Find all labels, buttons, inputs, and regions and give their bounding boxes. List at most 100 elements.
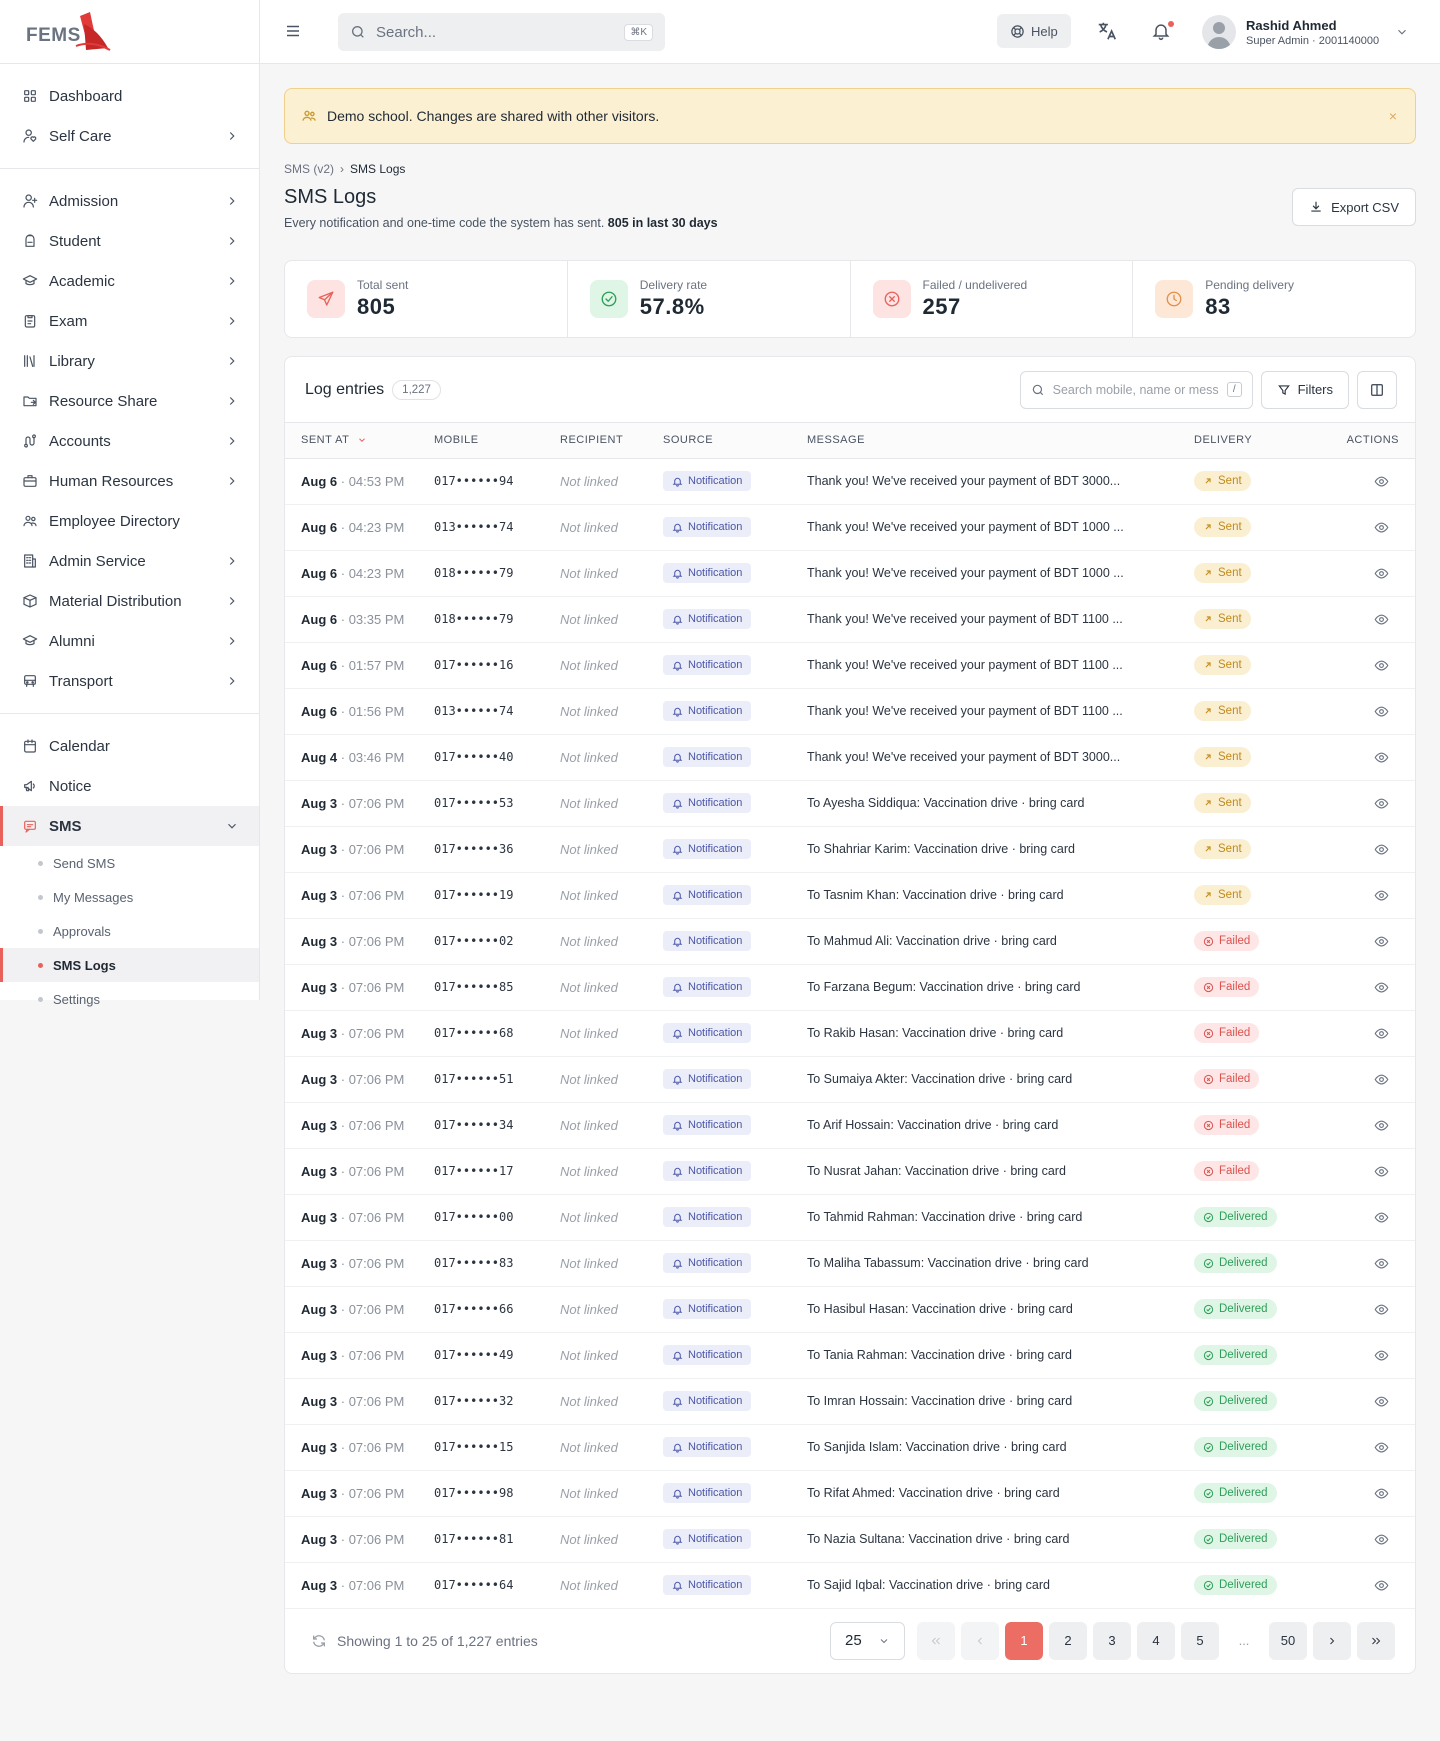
page-button-4[interactable]: 4 bbox=[1137, 1621, 1175, 1660]
view-button[interactable] bbox=[1304, 1210, 1389, 1225]
view-button[interactable] bbox=[1304, 1302, 1389, 1317]
view-button[interactable] bbox=[1304, 1118, 1389, 1133]
table-row[interactable]: Aug 6 · 03:35 PM 018••••••79 Not linked Not… bbox=[285, 596, 1415, 643]
last-page-button[interactable] bbox=[1357, 1621, 1395, 1660]
table-row[interactable]: Aug 4 · 03:46 PM 017••••••40 Not linked Not… bbox=[285, 734, 1415, 781]
view-button[interactable] bbox=[1304, 750, 1389, 765]
sidebar-item-exam[interactable]: Exam bbox=[0, 301, 259, 341]
sidebar-item-academic[interactable]: Academic bbox=[0, 261, 259, 301]
table-row[interactable]: Aug 3 · 07:06 PM 017••••••32 Not linked Not… bbox=[285, 1378, 1415, 1425]
view-button[interactable] bbox=[1304, 980, 1389, 995]
table-row[interactable]: Aug 3 · 07:06 PM 017••••••51 Not linked Not… bbox=[285, 1056, 1415, 1103]
sidebar-subitem-sms-logs[interactable]: SMS Logs bbox=[0, 948, 259, 982]
view-button[interactable] bbox=[1304, 1532, 1389, 1547]
sidebar-item-accounts[interactable]: Accounts bbox=[0, 421, 259, 461]
log-search-input[interactable]: Search mobile, name or message / bbox=[1019, 370, 1253, 409]
sidebar-item-self-care[interactable]: Self Care bbox=[0, 116, 259, 156]
sidebar-item-admin-service[interactable]: Admin Service bbox=[0, 541, 259, 581]
sidebar-item-resource-share[interactable]: Resource Share bbox=[0, 381, 259, 421]
table-row[interactable]: Aug 3 · 07:06 PM 017••••••15 Not linked Not… bbox=[285, 1424, 1415, 1471]
view-button[interactable] bbox=[1304, 612, 1389, 627]
table-row[interactable]: Aug 3 · 07:06 PM 017••••••98 Not linked Not… bbox=[285, 1470, 1415, 1517]
sidebar-subitem-approvals[interactable]: Approvals bbox=[0, 914, 259, 948]
next-page-button[interactable] bbox=[1313, 1621, 1351, 1660]
chevron-right-icon bbox=[229, 317, 235, 325]
table-row[interactable]: Aug 3 · 07:06 PM 017••••••85 Not linked Not… bbox=[285, 964, 1415, 1011]
column-header-sent-at[interactable]: SENT AT bbox=[285, 423, 434, 459]
sidebar-item-notice[interactable]: Notice bbox=[0, 766, 259, 806]
table-row[interactable]: Aug 6 · 01:56 PM 013••••••74 Not linked Not… bbox=[285, 688, 1415, 735]
table-row[interactable]: Aug 3 · 07:06 PM 017••••••49 Not linked Not… bbox=[285, 1332, 1415, 1379]
table-row[interactable]: Aug 3 · 07:06 PM 017••••••02 Not linked Not… bbox=[285, 918, 1415, 965]
menu-toggle-button[interactable] bbox=[284, 22, 302, 40]
table-row[interactable]: Aug 3 · 07:06 PM 017••••••64 Not linked Not… bbox=[285, 1562, 1415, 1609]
view-button[interactable] bbox=[1304, 1486, 1389, 1501]
filters-button[interactable]: Filters bbox=[1260, 370, 1349, 409]
sidebar-item-dashboard[interactable]: Dashboard bbox=[0, 76, 259, 116]
prev-page-button[interactable] bbox=[961, 1621, 999, 1660]
columns-toggle-button[interactable] bbox=[1357, 370, 1397, 409]
view-button[interactable] bbox=[1304, 1578, 1389, 1593]
view-button[interactable] bbox=[1304, 520, 1389, 535]
table-row[interactable]: Aug 6 · 01:57 PM 017••••••16 Not linked Not… bbox=[285, 642, 1415, 689]
language-button[interactable] bbox=[1096, 20, 1118, 42]
view-button[interactable] bbox=[1304, 796, 1389, 811]
user-menu[interactable]: Rashid Ahmed Super Admin · 2001140000 bbox=[1202, 15, 1409, 49]
banner-close-button[interactable]: × bbox=[1388, 108, 1397, 124]
table-row[interactable]: Aug 3 · 07:06 PM 017••••••00 Not linked Not… bbox=[285, 1194, 1415, 1241]
page-button-1[interactable]: 1 bbox=[1005, 1621, 1043, 1660]
view-button[interactable] bbox=[1304, 842, 1389, 857]
sidebar-item-calendar[interactable]: Calendar bbox=[0, 726, 259, 766]
sidebar-subitem-settings[interactable]: Settings bbox=[0, 982, 259, 1016]
table-row[interactable]: Aug 3 · 07:06 PM 017••••••17 Not linked Not… bbox=[285, 1148, 1415, 1195]
global-search-input[interactable]: Search... ⌘K bbox=[338, 13, 665, 51]
page-button-3[interactable]: 3 bbox=[1093, 1621, 1131, 1660]
export-csv-button[interactable]: Export CSV bbox=[1292, 188, 1416, 226]
first-page-button[interactable] bbox=[917, 1621, 955, 1660]
table-row[interactable]: Aug 3 · 07:06 PM 017••••••66 Not linked Not… bbox=[285, 1286, 1415, 1333]
sidebar-item-alumni[interactable]: Alumni bbox=[0, 621, 259, 661]
view-button[interactable] bbox=[1304, 704, 1389, 719]
page-button-2[interactable]: 2 bbox=[1049, 1621, 1087, 1660]
view-button[interactable] bbox=[1304, 1440, 1389, 1455]
page-button-5[interactable]: 5 bbox=[1181, 1621, 1219, 1660]
page-button-last[interactable]: 50 bbox=[1269, 1621, 1307, 1660]
view-button[interactable] bbox=[1304, 1072, 1389, 1087]
brand-logo[interactable]: FEMS bbox=[0, 0, 259, 64]
sidebar-item-material-distribution[interactable]: Material Distribution bbox=[0, 581, 259, 621]
view-button[interactable] bbox=[1304, 934, 1389, 949]
sidebar-item-library[interactable]: Library bbox=[0, 341, 259, 381]
table-row[interactable]: Aug 6 · 04:53 PM 017••••••94 Not linked Not… bbox=[285, 458, 1415, 505]
page-size-select[interactable]: 25 bbox=[830, 1621, 905, 1660]
view-button[interactable] bbox=[1304, 1348, 1389, 1363]
table-row[interactable]: Aug 3 · 07:06 PM 017••••••81 Not linked Not… bbox=[285, 1516, 1415, 1563]
table-row[interactable]: Aug 6 · 04:23 PM 013••••••74 Not linked Not… bbox=[285, 504, 1415, 551]
sidebar-item-admission[interactable]: Admission bbox=[0, 181, 259, 221]
view-button[interactable] bbox=[1304, 1256, 1389, 1271]
view-button[interactable] bbox=[1304, 1026, 1389, 1041]
breadcrumb-parent[interactable]: SMS (v2) bbox=[284, 162, 335, 176]
sidebar-item-employee-directory[interactable]: Employee Directory bbox=[0, 501, 259, 541]
sidebar-subitem-my-messages[interactable]: My Messages bbox=[0, 880, 259, 914]
view-button[interactable] bbox=[1304, 1394, 1389, 1409]
view-button[interactable] bbox=[1304, 1164, 1389, 1179]
table-row[interactable]: Aug 3 · 07:06 PM 017••••••68 Not linked Not… bbox=[285, 1010, 1415, 1057]
view-button[interactable] bbox=[1304, 658, 1389, 673]
sidebar-subitem-send-sms[interactable]: Send SMS bbox=[0, 846, 259, 880]
table-row[interactable]: Aug 3 · 07:06 PM 017••••••36 Not linked Not… bbox=[285, 826, 1415, 873]
view-button[interactable] bbox=[1304, 566, 1389, 581]
table-row[interactable]: Aug 3 · 07:06 PM 017••••••34 Not linked Not… bbox=[285, 1102, 1415, 1149]
table-row[interactable]: Aug 6 · 04:23 PM 018••••••79 Not linked Not… bbox=[285, 550, 1415, 597]
table-row[interactable]: Aug 3 · 07:06 PM 017••••••19 Not linked Not… bbox=[285, 872, 1415, 919]
sidebar-item-transport[interactable]: Transport bbox=[0, 661, 259, 701]
table-row[interactable]: Aug 3 · 07:06 PM 017••••••83 Not linked Not… bbox=[285, 1240, 1415, 1287]
view-button[interactable] bbox=[1304, 888, 1389, 903]
view-button[interactable] bbox=[1304, 474, 1389, 489]
refresh-icon[interactable] bbox=[311, 1633, 327, 1649]
sidebar-item-human-resources[interactable]: Human Resources bbox=[0, 461, 259, 501]
sidebar-item-sms[interactable]: SMS bbox=[0, 806, 259, 846]
sidebar-item-student[interactable]: Student bbox=[0, 221, 259, 261]
notifications-button[interactable] bbox=[1151, 21, 1171, 41]
table-row[interactable]: Aug 3 · 07:06 PM 017••••••53 Not linked Not… bbox=[285, 780, 1415, 827]
help-button[interactable]: Help bbox=[997, 14, 1071, 48]
